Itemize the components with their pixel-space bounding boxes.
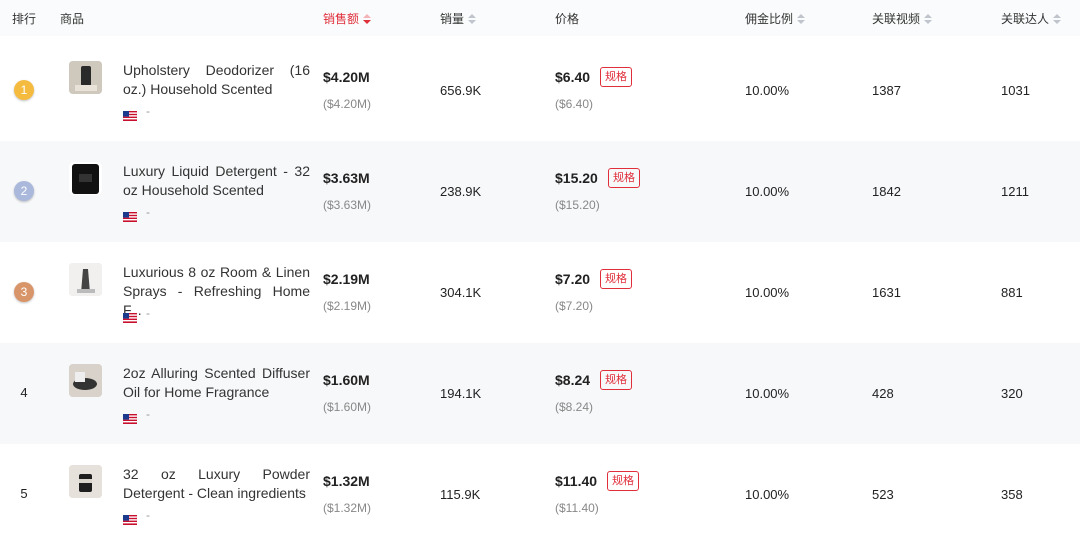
volume: 115.9K — [440, 487, 481, 502]
spec-tag[interactable]: 规格 — [600, 67, 632, 87]
rank: 4 — [20, 385, 28, 400]
column-label: 销量 — [440, 12, 465, 26]
column-header[interactable]: 销量 — [440, 10, 477, 27]
column-header: 排行 — [12, 10, 36, 27]
creators: 320 — [1001, 386, 1023, 401]
sales: $2.19M — [323, 271, 370, 287]
column-label: 关联达人 — [1001, 12, 1050, 26]
creators: 358 — [1001, 487, 1023, 502]
product-title[interactable]: Luxury Liquid Detergent - 32 oz Househol… — [123, 163, 310, 198]
spec-tag[interactable]: 规格 — [600, 269, 632, 289]
sales: $3.63M — [323, 170, 370, 186]
commission: 10.00% — [745, 83, 790, 98]
price-sub: ($8.24) — [555, 400, 594, 414]
videos: 1842 — [872, 184, 901, 199]
sales-sub: ($2.19M) — [323, 299, 372, 313]
volume: 194.1K — [440, 386, 482, 401]
region-flag — [122, 108, 138, 126]
creators: 1031 — [1001, 83, 1030, 98]
spec-tag[interactable]: 规格 — [600, 370, 632, 390]
price-sub: ($7.20) — [555, 299, 594, 313]
price: $7.20 — [555, 271, 591, 287]
videos: 1387 — [872, 83, 901, 98]
column-label: 关联视频 — [872, 12, 921, 26]
videos: 428 — [872, 386, 894, 401]
spec-tag[interactable]: 规格 — [607, 471, 639, 491]
table-row[interactable]: 2 Luxury Liquid Detergent - 32 oz Househo… — [0, 141, 1080, 242]
price: $15.20 — [555, 170, 598, 186]
product-title[interactable]: 32 oz Luxury Powder Detergent - Clean in… — [123, 466, 310, 501]
commission: 10.00% — [745, 285, 790, 300]
table-row[interactable]: 1 Upholstery Deodorizer (16 oz.) Househol… — [0, 40, 1080, 141]
commission: 10.00% — [745, 184, 790, 199]
table-row[interactable]: 5 32 oz Luxury Powder Detergent - Clean i… — [0, 444, 1080, 545]
rank: 5 — [20, 486, 28, 501]
creators: 1211 — [1001, 184, 1029, 199]
sales-sub: ($1.60M) — [323, 400, 372, 414]
column-label: 商品 — [60, 12, 85, 26]
spec-tag[interactable]: 规格 — [608, 168, 640, 188]
column-label: 销售额 — [323, 12, 360, 26]
column-label: 排行 — [12, 12, 37, 26]
rank-medal: 1 — [14, 80, 34, 100]
region-extra: - — [146, 508, 150, 522]
sort-icon[interactable] — [924, 13, 933, 26]
region-flag — [122, 209, 138, 227]
sort-icon[interactable] — [468, 13, 477, 26]
price: $6.40 — [555, 69, 591, 85]
column-header: 商品 — [60, 10, 84, 27]
sales: $1.32M — [323, 473, 370, 489]
sort-icon[interactable] — [1053, 13, 1062, 26]
product-image[interactable] — [69, 263, 102, 296]
column-label: 佣金比例 — [745, 12, 794, 26]
product-title[interactable]: 2oz Alluring Scented Diffuser Oil for Ho… — [123, 365, 310, 400]
column-header: 价格 — [555, 10, 579, 27]
product-image[interactable] — [69, 465, 102, 498]
region-extra: - — [146, 306, 150, 320]
column-header[interactable]: 佣金比例 — [745, 10, 806, 27]
volume: 304.1K — [440, 285, 482, 300]
volume: 656.9K — [440, 83, 482, 98]
price-sub: ($11.40) — [555, 501, 599, 515]
region-flag — [122, 512, 138, 530]
region-extra: - — [146, 407, 150, 421]
region-extra: - — [146, 205, 150, 219]
sales: $4.20M — [323, 69, 370, 85]
videos: 1631 — [872, 285, 901, 300]
table-header: 排行 商品 销售额 销量 价格 佣金比例 关联视频 关联达人 — [0, 0, 1080, 36]
sales-sub: ($3.63M) — [323, 198, 372, 212]
table-row[interactable]: 4 2oz Alluring Scented Diffuser Oil for H… — [0, 343, 1080, 444]
column-header[interactable]: 关联达人 — [1001, 10, 1062, 27]
rank-medal: 3 — [14, 282, 34, 302]
price: $8.24 — [555, 372, 591, 388]
product-image[interactable] — [69, 162, 102, 195]
column-label: 价格 — [555, 12, 580, 26]
price-sub: ($6.40) — [555, 97, 594, 111]
rank-medal: 2 — [14, 181, 34, 201]
sales-sub: ($4.20M) — [323, 97, 372, 111]
videos: 523 — [872, 487, 894, 502]
sales: $1.60M — [323, 372, 370, 388]
region-flag — [122, 411, 138, 429]
sort-icon[interactable] — [363, 13, 372, 26]
region-extra: - — [146, 104, 150, 118]
product-title[interactable]: Upholstery Deodorizer (16 oz.) Household… — [123, 62, 310, 97]
product-image[interactable] — [69, 364, 102, 397]
creators: 881 — [1001, 285, 1023, 300]
region-flag — [122, 310, 138, 328]
sort-icon[interactable] — [797, 13, 806, 26]
price-sub: ($15.20) — [555, 198, 600, 212]
column-header[interactable]: 销售额 — [323, 10, 372, 27]
sales-sub: ($1.32M) — [323, 501, 372, 515]
product-image[interactable] — [69, 61, 102, 94]
commission: 10.00% — [745, 386, 790, 401]
volume: 238.9K — [440, 184, 482, 199]
price: $11.40 — [555, 473, 598, 489]
commission: 10.00% — [745, 487, 790, 502]
column-header[interactable]: 关联视频 — [872, 10, 933, 27]
table-row[interactable]: 3 Luxurious 8 oz Room & Linen Sprays - Re… — [0, 242, 1080, 343]
product-title[interactable]: Luxurious 8 oz Room & Linen Sprays - Ref… — [123, 264, 310, 318]
